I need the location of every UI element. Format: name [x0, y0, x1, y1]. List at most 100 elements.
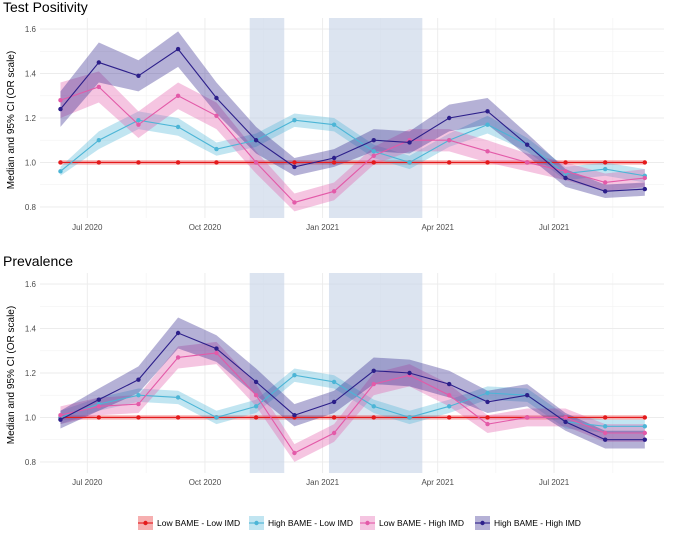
data-point — [371, 381, 376, 387]
data-point — [446, 393, 452, 398]
ci-ribbon-high-bame-low-imd — [60, 368, 645, 433]
data-point — [563, 160, 568, 165]
data-point — [371, 153, 376, 158]
data-point — [524, 142, 530, 147]
data-point — [485, 109, 490, 114]
data-point — [175, 160, 181, 165]
data-point — [96, 415, 102, 420]
data-point — [292, 200, 297, 205]
data-point — [136, 415, 141, 420]
data-point — [642, 430, 648, 436]
y-tick-label: 0.8 — [25, 203, 37, 212]
data-point — [371, 149, 376, 154]
data-point — [331, 430, 337, 436]
lockdown-period-shade — [328, 18, 423, 218]
data-point — [136, 118, 141, 123]
data-point — [136, 160, 141, 165]
data-point — [563, 415, 568, 420]
data-point — [214, 160, 219, 165]
x-tick-label: Jul 2021 — [539, 223, 570, 232]
data-point — [58, 417, 63, 422]
x-tick-label: Jul 2021 — [539, 478, 570, 487]
data-point — [136, 377, 141, 382]
data-point — [96, 84, 102, 90]
data-point — [371, 404, 376, 409]
data-point — [642, 437, 648, 442]
data-point — [292, 160, 297, 165]
x-tick-label: Oct 2020 — [189, 223, 222, 232]
data-point — [602, 189, 608, 194]
data-point — [642, 424, 648, 429]
data-point — [407, 370, 412, 376]
ci-ribbon-low-bame-high-imd — [60, 71, 645, 212]
legend-item: High BAME - Low IMD — [249, 516, 353, 530]
y-tick-label: 1.2 — [25, 114, 37, 123]
data-point — [96, 60, 102, 65]
data-point — [214, 95, 219, 101]
data-point — [253, 160, 259, 165]
series-line-high-bame-high-imd — [60, 332, 645, 441]
data-point — [446, 115, 452, 121]
ci-ribbon-high-bame-high-imd — [60, 317, 645, 449]
data-point — [642, 175, 648, 181]
data-point — [175, 124, 181, 130]
legend-label: Low BAME - High IMD — [379, 518, 464, 528]
data-point — [485, 122, 490, 127]
y-tick-label: 1.0 — [25, 413, 37, 422]
data-point — [446, 381, 452, 387]
data-point — [446, 160, 452, 165]
y-tick-label: 1.0 — [25, 158, 37, 167]
data-point — [175, 93, 181, 98]
legend-item: Low BAME - Low IMD — [138, 516, 240, 530]
data-point — [214, 415, 219, 420]
y-tick-label: 1.4 — [25, 70, 37, 79]
data-point — [58, 169, 63, 174]
data-point — [642, 415, 648, 420]
x-tick-label: Jul 2020 — [72, 223, 103, 232]
data-point — [563, 175, 568, 181]
data-point — [136, 73, 141, 78]
x-tick-label: Jan 2021 — [306, 223, 339, 232]
data-point — [602, 430, 608, 436]
data-point — [331, 415, 337, 420]
panel-test-positivity: Test Positivity 0.8 1.0 1.2 1.4 1.6 Jul 2020 O… — [3, 0, 664, 232]
legend-label: High BAME - High IMD — [494, 518, 581, 528]
data-point — [292, 373, 297, 378]
data-point — [175, 330, 181, 336]
y-tick-label: 0.8 — [25, 458, 37, 467]
data-point — [446, 138, 452, 143]
data-point — [642, 186, 648, 192]
y-axis-title-top: Median and 95% CI (OR scale) — [6, 51, 17, 189]
data-point — [331, 155, 337, 161]
data-point — [371, 415, 376, 420]
data-point — [292, 413, 297, 418]
data-point — [58, 106, 63, 112]
legend: Low BAME - Low IMD High BAME - Low IMD Low… — [138, 516, 581, 530]
data-point — [253, 415, 259, 420]
x-tick-label: Jan 2021 — [306, 478, 339, 487]
legend-key-point — [143, 520, 148, 526]
data-point — [292, 164, 297, 170]
legend-key-point — [365, 520, 370, 526]
legend-key-point — [480, 520, 485, 526]
lockdown-period-shade — [249, 18, 285, 218]
data-point — [175, 395, 181, 400]
series-line-high-bame-low-imd — [60, 119, 645, 177]
data-point — [96, 138, 102, 143]
x-tick-label: Apr 2021 — [421, 478, 454, 487]
data-point — [524, 393, 530, 398]
data-point — [253, 138, 259, 143]
data-point — [292, 450, 297, 456]
data-point — [563, 419, 568, 425]
data-point — [253, 379, 259, 385]
data-point — [371, 138, 376, 143]
legend-item: High BAME - High IMD — [475, 516, 581, 530]
legend-item: Low BAME - High IMD — [360, 516, 464, 530]
data-point — [602, 424, 608, 429]
data-point — [292, 118, 297, 123]
data-point — [214, 113, 219, 118]
panel-prevalence: Prevalence 0.8 1.0 1.2 1.4 1.6 Jul 2020 Oct 20… — [3, 253, 664, 487]
x-tick-label: Apr 2021 — [421, 223, 454, 232]
